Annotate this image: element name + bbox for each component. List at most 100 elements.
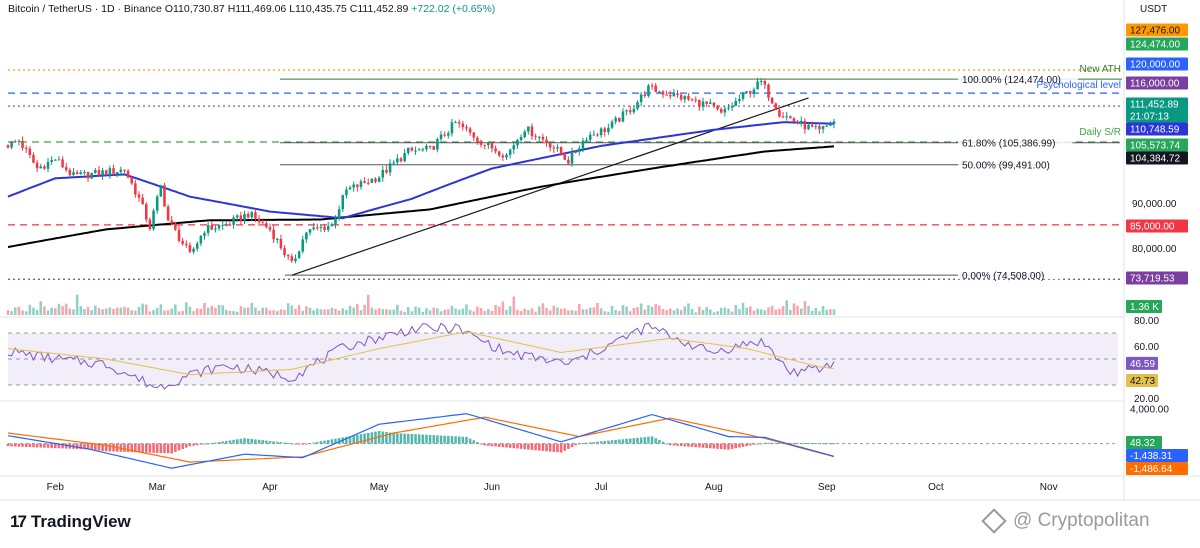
macd-hist-bar [312,442,315,444]
candle-body [799,120,803,124]
candle-body [607,127,610,133]
volume-bar [272,310,275,315]
candle [476,136,479,145]
macd-hist-bar [203,443,206,445]
price-tag-label: 111,452.89 [1130,100,1179,111]
volume-bar [519,311,523,315]
macd-hist-bar [94,443,97,451]
candle [283,245,286,258]
candle-body [628,110,632,113]
volume-bar [356,304,359,315]
candle-body [232,217,235,225]
candle-body [618,118,621,122]
candle-body [763,80,767,85]
candle-body [399,158,403,162]
ohlc-close: C111,452.89 [349,3,409,15]
candle [144,202,148,223]
macd-hist-bar [792,442,796,444]
candle-body [159,185,163,197]
candle-body [363,181,366,183]
macd-hist-bar [356,434,359,444]
candle [618,117,621,123]
volume-bar [195,308,199,315]
macd-hist-bar [217,441,221,444]
candle-body [283,248,286,256]
candle-body [170,220,174,224]
candle [497,150,501,158]
candle-body [250,212,254,218]
candle [709,98,712,105]
candle [32,152,35,164]
volume-bar [275,311,279,315]
macd-hist-bar [774,442,778,444]
time-tick-label: May [370,482,389,493]
macd-hist-bar [235,439,239,444]
candle-body [723,108,727,113]
volume-bar [803,301,807,315]
candle-body [137,194,141,198]
watermark-text: @ Cryptopolitan [1013,510,1150,531]
candle [337,205,341,221]
candle [472,131,476,142]
macd-hist-bar [166,443,170,454]
volume-bar [337,310,341,315]
candle-body [57,159,61,161]
volume-bar [261,307,264,315]
candle-body [752,89,756,94]
volume-bar [265,307,268,315]
candle-body [83,172,86,174]
volume-bar [239,306,243,315]
volume-bars [6,294,836,315]
macd-hist-bar [679,443,683,447]
macd-hist-bar [709,443,712,449]
volume-bar [618,311,621,315]
candle-body [574,151,577,153]
candle-body [39,166,43,169]
candles [6,77,836,264]
candle [345,186,348,199]
candle-body [185,243,188,246]
candle-body [181,240,184,244]
candle [279,234,283,251]
candle [203,231,206,240]
candle-body [21,140,24,148]
volume-bar [628,311,632,315]
macd-hist-bar [239,438,243,444]
candle-body [79,172,83,175]
candle-body [24,147,28,149]
candle-body [585,139,588,141]
candle-body [319,226,323,228]
macd-hist-bar [603,440,607,444]
volume-bar [6,310,10,315]
volume-bar [818,311,821,315]
candle-body [334,218,337,225]
candle [370,178,374,184]
macd-hist-bar [428,434,432,444]
tradingview-logo[interactable]: 17 TradingView [10,512,131,532]
macd-hist-bar [50,443,53,448]
candle [330,222,334,227]
candle-body [246,213,250,218]
candle [505,153,508,160]
macd-hist-bar [501,443,505,448]
candle [57,156,61,161]
candle-body [690,99,694,101]
candle-body [370,178,374,183]
candle [228,220,232,226]
candle-body [221,224,224,226]
macd-hist-bar [570,443,574,448]
macd-hist-bar [465,436,468,444]
candle [188,242,192,254]
rsi-value-tag: 46.59 [1130,359,1155,370]
volume-bar [770,305,774,315]
volume-bar [250,302,254,315]
macd-hist-bar [425,434,428,444]
volume-bar [417,307,421,315]
candle-body [68,169,72,176]
candle-body [599,128,603,136]
volume-bar [112,308,115,315]
fib-label-bg [958,156,1067,169]
candle [723,106,727,117]
